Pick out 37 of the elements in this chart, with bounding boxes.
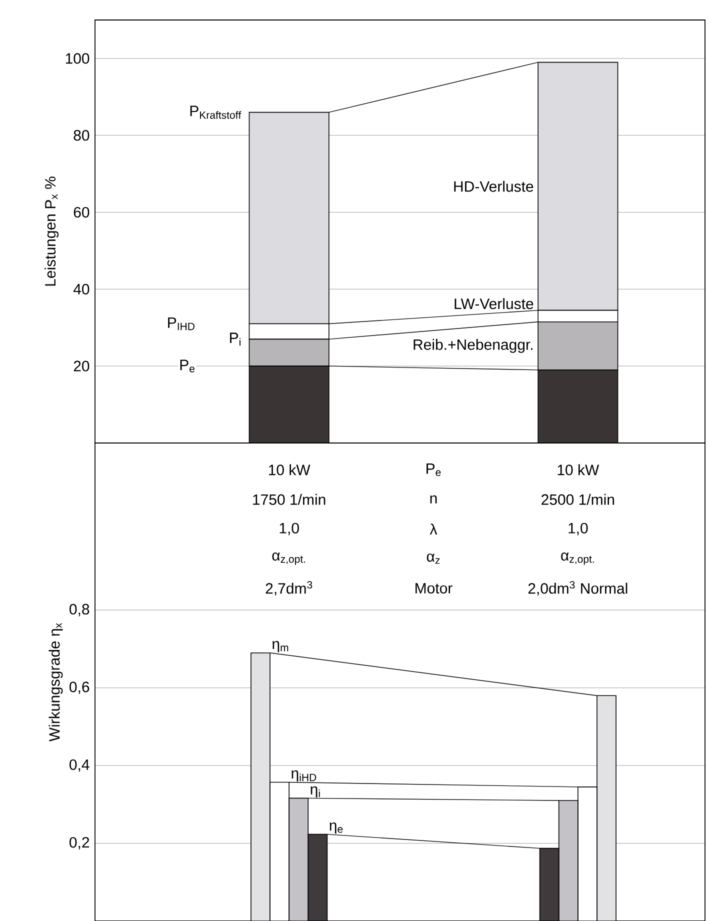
annotation: α$_{z,opt.}$ [272, 552, 306, 565]
annotation: 1,0 [280, 522, 299, 536]
y-tick-label: 40 [73, 284, 90, 294]
y-tick-label: 0,6 [70, 682, 90, 694]
y-axis-title: Wirkungsgrade η$_{x}$ [48, 623, 63, 742]
annotation: n [430, 495, 437, 504]
annotation: α$_{z,opt.}$ [561, 552, 594, 565]
annotation: Motor [416, 583, 452, 594]
series-label: HD-Verluste [454, 180, 534, 192]
series-label: LW-Verluste [454, 298, 534, 310]
y-tick-label: 0,8 [70, 604, 90, 616]
annotation: 1750 1/min [253, 494, 326, 505]
annotation: 1,0 [568, 522, 588, 536]
annotation: 2,0dm$^{3}$ Normal [528, 581, 628, 596]
annotation: 2,7dm$^{3}$ [266, 581, 312, 596]
series-label: η$_{e}$ [330, 822, 343, 834]
series-label: η$_{m}$ [272, 640, 288, 652]
annotation: P$_{i}$ [230, 332, 240, 346]
y-tick-label: 0,4 [70, 759, 90, 772]
annotation: $\mathrm{P}_{\mathrm{Kraftstoff}}$ [190, 106, 242, 119]
y-axis-title: Leistungen P$_{x}$ % [44, 176, 59, 286]
y-tick-label: 0,2 [70, 837, 90, 850]
annotation: 10 kW [558, 464, 600, 476]
annotation: 2500 1/min [542, 494, 614, 505]
y-tick-label: 60 [74, 206, 90, 218]
y-tick-label: 100 [66, 53, 90, 64]
y-tick-label: 80 [74, 130, 90, 141]
annotation: P$_{e}$ [426, 463, 441, 476]
annotation: P$_{IHD}$ [168, 317, 194, 330]
annotation: P$_{e}$ [180, 360, 194, 372]
annotation: λ [430, 524, 438, 534]
series-label: η$_{i}$ [310, 786, 320, 798]
annotation: 10 kW [268, 464, 310, 476]
series-label: Reib.+Nebenaggr. [414, 338, 532, 353]
y-tick-label: 20 [74, 360, 90, 372]
series-label: η$_{iHD}$ [292, 770, 316, 782]
annotation: α$_{z}$ [426, 554, 440, 564]
